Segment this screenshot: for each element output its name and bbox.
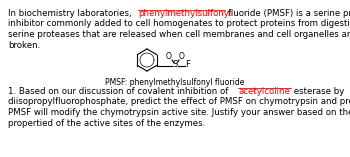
Text: O: O <box>166 52 172 61</box>
Text: phenylmethylsulfonyl: phenylmethylsulfonyl <box>139 9 232 18</box>
Text: acetylcoline: acetylcoline <box>238 87 290 96</box>
Text: PMSF will modify the chymotrypsin active site. Justify your answer based on the: PMSF will modify the chymotrypsin active… <box>8 108 350 117</box>
Text: propertied of the active sites of the enzymes.: propertied of the active sites of the en… <box>8 119 205 127</box>
Text: fluoride (PMSF) is a serine protease: fluoride (PMSF) is a serine protease <box>225 9 350 18</box>
Text: O: O <box>179 52 185 61</box>
Text: inhibitor commonly added to cell homogenates to protect proteins from digestion : inhibitor commonly added to cell homogen… <box>8 19 350 29</box>
Text: broken.: broken. <box>8 41 40 49</box>
Text: PMSF: phenylmethylsulfonyl fluoride: PMSF: phenylmethylsulfonyl fluoride <box>105 78 245 87</box>
Text: In biochemistry laboratories,: In biochemistry laboratories, <box>8 9 134 18</box>
Text: S: S <box>173 60 178 69</box>
Text: 1. Based on our discussion of covalent inhibition of: 1. Based on our discussion of covalent i… <box>8 87 231 96</box>
Text: esterase by: esterase by <box>290 87 344 96</box>
Text: serine proteases that are released when cell membranes and cell organelles are: serine proteases that are released when … <box>8 30 350 39</box>
Text: F: F <box>185 60 190 69</box>
Text: diisopropylfluorophosphate, predict the effect of PMSF on chymotrypsin and predi: diisopropylfluorophosphate, predict the … <box>8 97 350 106</box>
